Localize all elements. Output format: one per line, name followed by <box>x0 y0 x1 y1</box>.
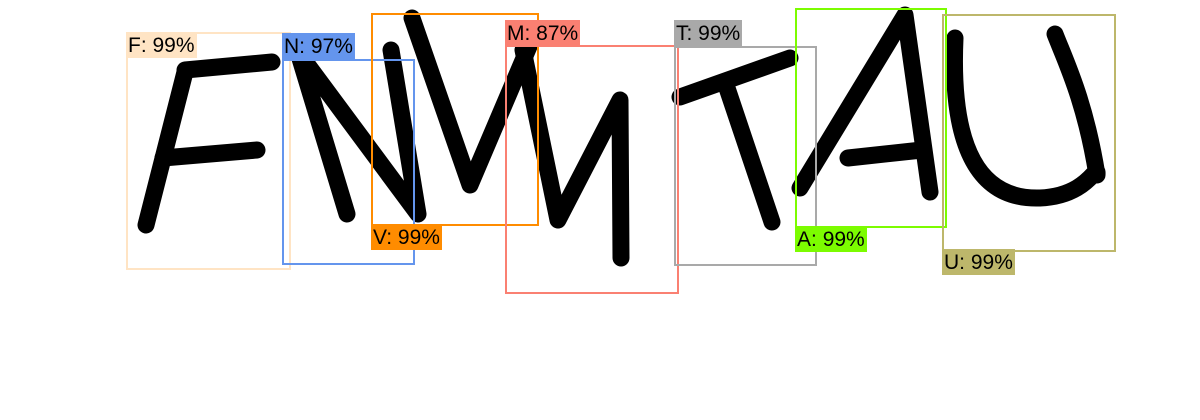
detection-box-a <box>795 8 947 228</box>
detection-label-t: T: 99% <box>674 20 743 46</box>
handwritten-m-glyph <box>514 41 630 267</box>
handwritten-v-glyph <box>403 9 539 194</box>
detection-confidence: 87% <box>536 22 579 45</box>
detection-box-t <box>674 46 817 266</box>
detection-confidence: 99% <box>152 34 195 57</box>
detection-box-f <box>126 32 291 270</box>
handwritten-f-glyph <box>137 53 281 234</box>
detection-letter: U <box>944 251 960 274</box>
handwritten-a-glyph <box>791 6 939 201</box>
detection-letter: V <box>373 226 387 249</box>
handwritten-t-glyph <box>671 49 799 231</box>
detection-label-a: A: 99% <box>795 226 867 252</box>
detection-letter: N <box>284 35 300 58</box>
detection-label-u: U: 99% <box>942 249 1015 275</box>
handwritten-n-glyph <box>289 41 427 223</box>
detection-box-u <box>942 14 1116 252</box>
detection-label-n: N: 97% <box>282 33 355 59</box>
detection-label-f: F: 99% <box>126 32 197 58</box>
detection-letter: T <box>676 22 687 45</box>
detection-letter: F <box>128 34 141 57</box>
detection-box-m <box>505 45 679 294</box>
detection-confidence: 99% <box>698 22 741 45</box>
detection-confidence: 99% <box>970 251 1013 274</box>
handwritten-u-glyph <box>945 25 1106 207</box>
detection-box-n <box>282 59 415 265</box>
detection-label-m: M: 87% <box>505 20 581 46</box>
detection-confidence: 99% <box>822 228 865 251</box>
detection-box-v <box>371 13 539 226</box>
detection-confidence: 97% <box>310 35 353 58</box>
detection-letter: A <box>797 228 812 251</box>
detection-letter: M <box>507 22 525 45</box>
detection-confidence: 99% <box>397 226 440 249</box>
detection-label-v: V: 99% <box>371 224 442 250</box>
